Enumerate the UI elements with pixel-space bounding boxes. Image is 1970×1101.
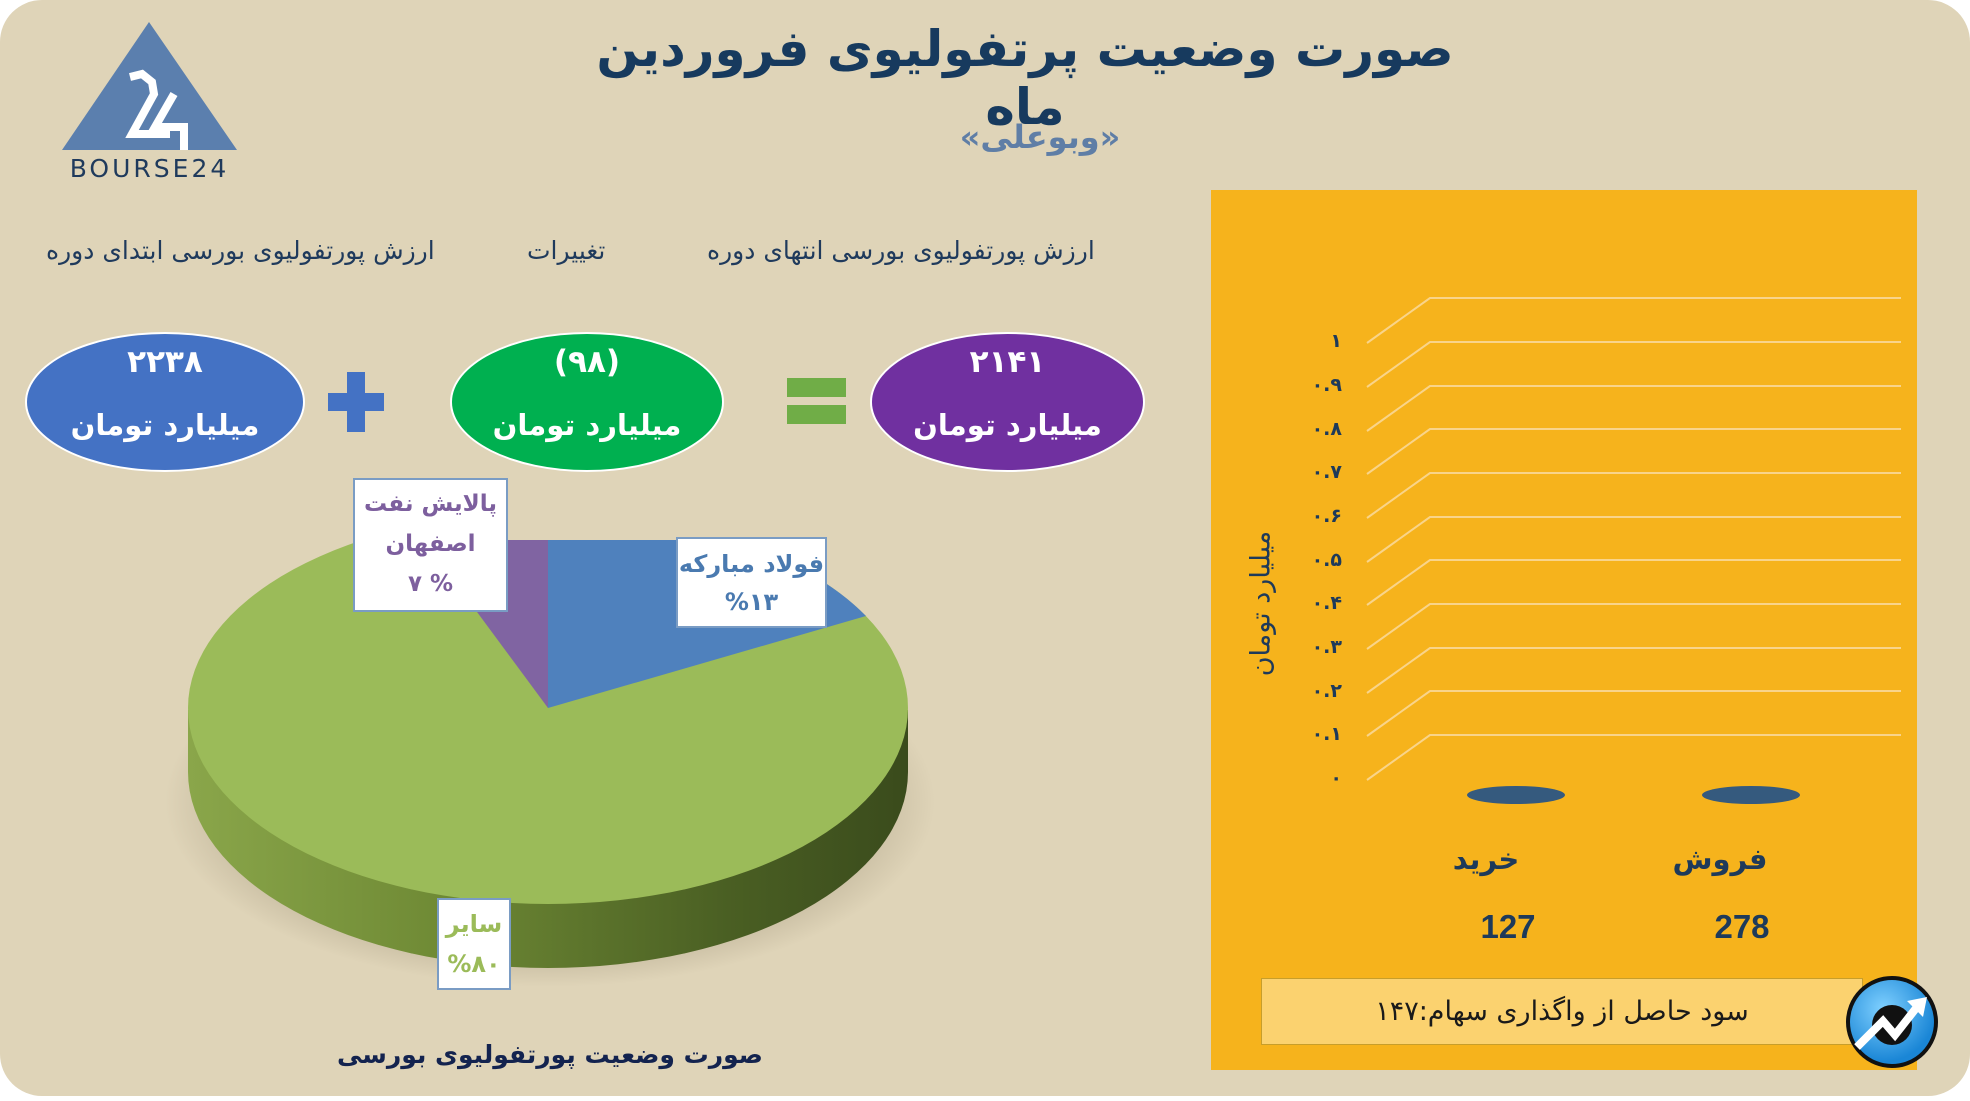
bar-sell (1702, 786, 1800, 804)
logo-text: BOURSE24 (69, 154, 230, 183)
pie-label-name: پالایش نفت (363, 491, 498, 517)
portfolio-pie-chart (165, 540, 935, 987)
page-subtitle: «وبوعلی» (959, 118, 1121, 156)
change-value: (۹۸) (553, 344, 621, 380)
sell-value: 278 (1714, 908, 1770, 945)
pie-label-name: سایر (445, 910, 503, 938)
end-value-unit: میلیارد تومان (913, 408, 1102, 442)
y-tick: ۰.۳ (1311, 636, 1342, 658)
change-oval: (۹۸) میلیارد تومان (450, 332, 724, 472)
pie-label-pct: % ۷ (407, 571, 454, 597)
pie-label-pct: %۱۳ (724, 588, 779, 616)
y-tick: ۰.۸ (1311, 418, 1342, 440)
pie-chart-title: صورت وضعیت پورتفولیوی بورسی (337, 1040, 763, 1069)
end-value: ۲۱۴۱ (969, 344, 1046, 380)
category-buy-label: خرید (1452, 842, 1520, 876)
y-tick: ۰ (1330, 767, 1342, 789)
start-value: ۲۲۳۸ (127, 344, 203, 380)
pie-label-pct: %۸۰ (447, 950, 501, 978)
change-label: تغییرات (527, 236, 606, 265)
y-tick: ۰.۱ (1311, 723, 1342, 745)
y-tick: ۰.۶ (1311, 505, 1342, 527)
y-axis-title: میلیارد تومان (1245, 530, 1277, 677)
buy-value: 127 (1480, 908, 1536, 945)
pie-label-name: فولاد مبارکه (678, 550, 825, 578)
y-tick: ۰.۴ (1311, 592, 1342, 614)
category-sell-label: فروش (1672, 842, 1768, 876)
bar-buy (1467, 786, 1565, 804)
start-value-unit: میلیارد تومان (70, 408, 260, 442)
pie-label-name-2: اصفهان (385, 531, 476, 557)
y-tick: ۰.۷ (1311, 461, 1342, 483)
pie-label-other: سایر %۸۰ (437, 898, 511, 990)
start-value-label: ارزش پورتفولیوی بورسی ابتدای دوره (46, 236, 435, 265)
equals-icon (787, 378, 846, 424)
y-tick: ۰.۲ (1311, 680, 1342, 702)
pie-label-foolad: فولاد مبارکه %۱۳ (676, 537, 827, 628)
trend-up-icon (1846, 976, 1938, 1068)
y-tick: ۰.۹ (1311, 374, 1342, 396)
change-unit: میلیارد تومان (492, 408, 682, 442)
plus-icon (328, 372, 384, 432)
logo-triangle-icon (62, 22, 237, 150)
end-value-label: ارزش پورتفولیوی بورسی انتهای دوره (707, 236, 1095, 265)
end-value-oval: ۲۱۴۱ میلیارد تومان (870, 332, 1145, 472)
y-tick: ۱ (1330, 330, 1342, 352)
y-tick: ۰.۵ (1311, 549, 1342, 571)
bar-chart-grid (1366, 297, 1901, 804)
bourse24-logo: BOURSE24 (62, 22, 237, 187)
start-value-oval: ۲۲۳۸ میلیارد تومان (25, 332, 305, 472)
page-title: صورت وضعیت پرتفولیوی فروردین ماه (596, 20, 1454, 136)
pie-label-palayesh: پالایش نفت اصفهان % ۷ (353, 478, 508, 612)
profit-box: سود حاصل از واگذاری سهام:۱۴۷ (1261, 978, 1863, 1045)
buy-sell-chart-panel (1211, 190, 1917, 1070)
